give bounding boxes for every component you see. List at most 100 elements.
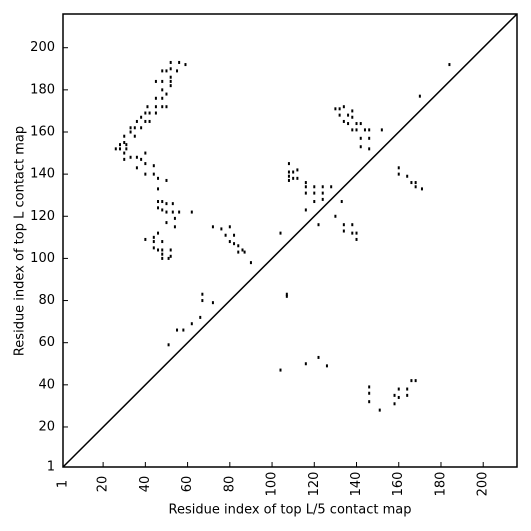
contact-point: [368, 400, 371, 404]
contact-point: [397, 166, 400, 170]
contact-point: [368, 391, 371, 395]
contact-point: [133, 134, 136, 138]
contact-point: [233, 242, 236, 246]
contact-point: [152, 164, 155, 168]
contact-point: [355, 122, 358, 126]
x-axis-label: Residue index of top L/5 contact map: [169, 503, 412, 518]
contact-point: [313, 200, 316, 204]
contact-point: [165, 221, 168, 225]
contact-point: [296, 168, 299, 172]
x-tick-label: 1: [56, 480, 71, 488]
contact-point: [334, 107, 337, 111]
contact-point: [338, 107, 341, 111]
contact-point: [414, 185, 417, 189]
contact-point: [393, 393, 396, 397]
y-tick-label: 140: [30, 167, 55, 182]
contact-point: [148, 119, 151, 123]
contact-point: [161, 252, 164, 256]
x-tick-label: 180: [433, 472, 448, 497]
contact-point: [157, 187, 160, 191]
contact-point: [167, 256, 170, 260]
contact-point: [292, 170, 295, 174]
contact-point: [161, 240, 164, 244]
contact-point: [317, 355, 320, 359]
contact-point: [406, 387, 409, 391]
contact-point: [321, 185, 324, 189]
contact-point: [351, 109, 354, 113]
contact-point: [154, 105, 157, 109]
contact-point: [190, 210, 193, 214]
x-tick-label: 80: [222, 476, 237, 493]
contact-point: [368, 385, 371, 389]
contact-point: [351, 223, 354, 227]
contact-point: [317, 223, 320, 227]
contact-point: [380, 128, 383, 132]
y-tick-label: 1: [47, 460, 55, 475]
contact-point: [144, 151, 147, 155]
contact-point: [220, 227, 223, 231]
contact-point: [169, 67, 172, 71]
contact-point: [292, 176, 295, 180]
contact-point: [144, 162, 147, 166]
contact-point: [279, 231, 282, 235]
x-tick-label: 160: [391, 472, 406, 497]
contact-point: [171, 202, 174, 206]
contact-point: [304, 362, 307, 366]
contact-point: [355, 231, 358, 235]
contact-point: [152, 246, 155, 250]
contact-point: [157, 231, 160, 235]
contact-point: [114, 147, 117, 151]
contact-point: [169, 84, 172, 88]
contact-point: [169, 79, 172, 83]
contact-point: [161, 105, 164, 109]
contact-point: [161, 69, 164, 73]
contact-point: [347, 113, 350, 117]
y-tick-label: 180: [30, 82, 55, 97]
contact-point: [418, 94, 421, 98]
contact-point: [135, 155, 138, 159]
contact-point: [334, 214, 337, 218]
y-axis-label: Residue index of top L contact map: [13, 126, 28, 356]
contact-point: [161, 88, 164, 92]
contact-point: [144, 172, 147, 176]
contact-point: [140, 126, 143, 130]
contact-point: [342, 229, 345, 233]
contact-point: [287, 162, 290, 166]
contact-point: [176, 69, 179, 73]
contact-point: [135, 119, 138, 123]
plot-frame: [62, 13, 518, 468]
contact-point: [165, 105, 168, 109]
contact-point: [287, 174, 290, 178]
contact-point: [140, 157, 143, 161]
contact-point: [144, 237, 147, 241]
contact-point: [178, 60, 181, 64]
x-tick-label: 40: [138, 476, 153, 493]
contact-point: [342, 105, 345, 109]
contact-point: [165, 92, 168, 96]
contact-point: [165, 69, 168, 73]
contact-point: [146, 105, 149, 109]
contact-point: [144, 111, 147, 115]
contact-point: [184, 63, 187, 67]
contact-point: [304, 191, 307, 195]
contact-point: [135, 166, 138, 170]
x-tick-label: 140: [349, 472, 364, 497]
contact-point: [237, 244, 240, 248]
contact-point: [420, 187, 423, 191]
contact-point: [123, 134, 126, 138]
contact-point: [161, 208, 164, 212]
contact-point: [313, 185, 316, 189]
contact-point: [201, 299, 204, 303]
contact-point: [342, 223, 345, 227]
contact-point: [338, 113, 341, 117]
contact-point: [397, 172, 400, 176]
y-tick-label: 60: [38, 335, 55, 350]
contact-point: [287, 178, 290, 182]
contact-point: [157, 206, 160, 210]
contact-point: [285, 294, 288, 298]
contact-point: [347, 122, 350, 126]
diagonal-line: [62, 13, 518, 468]
contact-point: [287, 170, 290, 174]
contact-point: [313, 191, 316, 195]
